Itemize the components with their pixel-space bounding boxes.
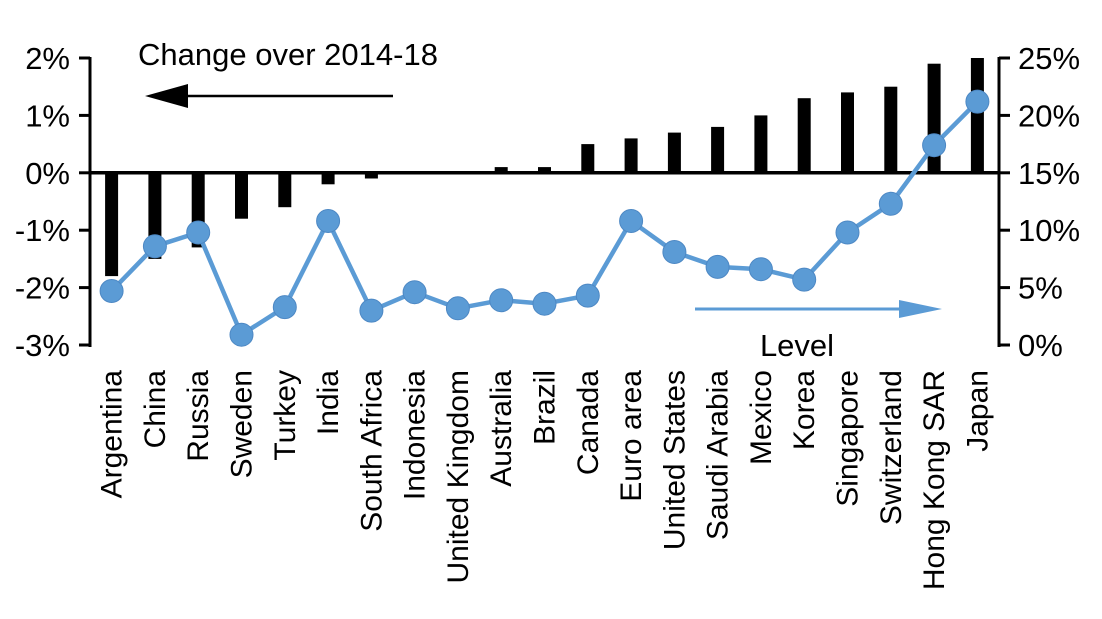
marker-united-states [662,240,687,264]
bar-canada [581,144,595,173]
x-label-canada: Canada [572,370,605,475]
marker-argentina [99,279,124,303]
bar-mexico [754,115,768,173]
right-axis: 25% 20% 15% 10% 5% 0% [997,41,1080,363]
marker-australia [489,288,514,313]
bar-argentina [105,172,119,277]
marker-japan [965,89,990,114]
marker-hong-kong-sar [922,133,947,158]
marker-mexico [748,257,773,282]
left-axis: 2% 1% 0% -1% -2% -3% [15,41,92,363]
x-label-japan: Japan [961,370,994,452]
left-axis-tick-label: 0% [25,156,70,191]
bar-japan [970,58,984,173]
marker-switzerland [878,191,903,216]
right-axis-tick-label: 15% [1018,156,1080,191]
left-axis-tick-label: 2% [25,41,70,76]
bar-euro-area [624,138,638,173]
bar-saudi-arabia [711,126,725,173]
change-arrow-icon [145,84,393,108]
marker-turkey [272,295,297,320]
line-series [99,89,990,347]
right-axis-tick-label: 20% [1018,98,1080,133]
right-axis-tick-label: 0% [1018,328,1063,363]
left-axis-tick-label: -1% [15,213,70,248]
marker-sweden [229,322,254,347]
x-label-united-kingdom: United Kingdom [442,370,475,583]
x-label-indonesia: Indonesia [399,370,432,500]
x-label-south-africa: South Africa [355,370,388,532]
marker-united-kingdom [445,296,470,321]
bar-south-africa [364,172,378,179]
marker-canada [575,283,600,308]
marker-saudi-arabia [705,254,730,279]
marker-china [142,234,167,259]
category-axis-labels: Argentina China Russia Sweden Turkey India Sou… [96,370,995,590]
x-label-mexico: Mexico [745,370,778,465]
marker-indonesia [402,280,427,305]
x-label-sweden: Sweden [226,370,259,478]
bar-sweden [235,172,248,219]
bar-singapore [841,92,854,173]
marker-south-africa [359,298,384,323]
x-label-argentina: Argentina [96,370,129,499]
level-arrow-icon [695,300,942,318]
line-series-label: Level [760,328,834,363]
x-label-saudi-arabia: Saudi Arabia [702,370,735,540]
right-axis-tick-label: 5% [1018,271,1063,306]
marker-korea [792,267,817,292]
bar-australia [494,167,508,173]
bar-switzerland [884,86,898,173]
x-label-korea: Korea [788,370,821,450]
marker-india [316,209,341,233]
right-axis-tick-label: 10% [1018,213,1080,248]
x-label-euro-area: Euro area [615,370,648,502]
right-axis-tick-label: 25% [1018,41,1080,76]
x-label-united-states: United States [658,370,691,550]
x-label-india: India [312,370,345,435]
bar-india [321,172,335,185]
marker-brazil [532,291,557,316]
x-label-hong-kong-sar: Hong Kong SAR [918,370,951,590]
x-label-turkey: Turkey [269,370,302,461]
left-axis-tick-label: 1% [25,98,70,133]
x-label-singapore: Singapore [832,370,865,507]
x-label-australia: Australia [485,370,518,487]
x-label-russia: Russia [182,370,215,462]
bar-turkey [278,172,292,208]
bar-korea [797,98,811,173]
left-axis-tick-label: -2% [15,271,70,306]
left-axis-tick-label: -3% [15,328,70,363]
x-label-switzerland: Switzerland [875,370,908,525]
x-label-china: China [139,370,172,449]
bar-series-label: Change over 2014-18 [138,37,438,72]
bar-brazil [538,167,551,173]
marker-singapore [835,220,860,245]
bar-united-states [667,132,681,173]
x-label-brazil: Brazil [529,370,562,445]
marker-euro-area [619,209,644,233]
marker-russia [186,220,211,245]
